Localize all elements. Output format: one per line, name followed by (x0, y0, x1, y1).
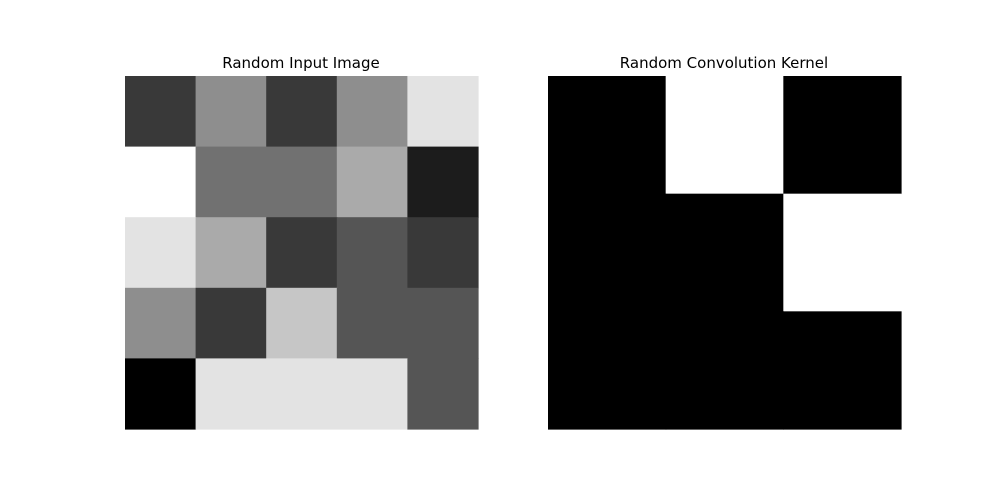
input-image-title: Random Input Image (222, 54, 379, 72)
kernel-cell-2-2 (783, 311, 902, 430)
input-cell-2-2 (266, 217, 338, 289)
input-cell-1-2 (266, 146, 338, 218)
input-cell-3-1 (195, 287, 267, 359)
input-cell-0-0 (125, 76, 197, 148)
input-cell-2-4 (407, 217, 479, 289)
input-cell-3-4 (407, 287, 479, 359)
input-cell-1-0 (125, 146, 197, 218)
kernel-title: Random Convolution Kernel (620, 54, 828, 72)
input-cell-2-0 (125, 217, 197, 289)
input-cell-0-4 (407, 76, 479, 148)
kernel-cell-1-0 (548, 193, 667, 312)
input-cell-4-2 (266, 358, 338, 430)
input-cell-1-4 (407, 146, 479, 218)
kernel-cell-0-2 (783, 76, 902, 195)
input-cell-0-1 (195, 76, 267, 148)
kernel-cell-2-1 (665, 311, 784, 430)
input-cell-0-3 (336, 76, 408, 148)
input-cell-2-1 (195, 217, 267, 289)
input-cell-4-0 (125, 358, 197, 430)
kernel-heatmap (548, 76, 902, 430)
input-cell-3-3 (336, 287, 408, 359)
kernel-cell-0-1 (665, 76, 784, 195)
kernel-cell-2-0 (548, 311, 667, 430)
input-cell-0-2 (266, 76, 338, 148)
input-cell-1-3 (336, 146, 408, 218)
input-cell-2-3 (336, 217, 408, 289)
kernel-cell-1-1 (665, 193, 784, 312)
input-cell-1-1 (195, 146, 267, 218)
kernel-panel: Random Convolution Kernel (548, 54, 902, 430)
input-cell-3-2 (266, 287, 338, 359)
input-cell-4-3 (336, 358, 408, 430)
input-cell-3-0 (125, 287, 197, 359)
input-cell-4-1 (195, 358, 267, 430)
kernel-cell-0-0 (548, 76, 667, 195)
input-image-panel: Random Input Image (125, 54, 479, 430)
kernel-cell-1-2 (783, 193, 902, 312)
input-image-heatmap (125, 76, 479, 430)
input-cell-4-4 (407, 358, 479, 430)
